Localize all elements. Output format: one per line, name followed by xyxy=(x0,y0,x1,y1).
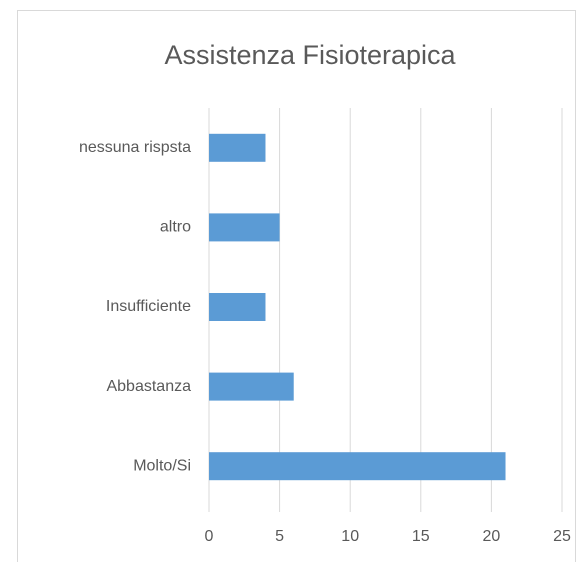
y-tick-label: nessuna rispsta xyxy=(79,139,191,156)
x-tick-label: 20 xyxy=(483,528,501,545)
bar xyxy=(209,133,266,162)
x-tick-label: 25 xyxy=(553,528,571,545)
x-tick-label: 0 xyxy=(205,528,214,545)
chart-border xyxy=(17,10,576,562)
y-tick-label: altro xyxy=(160,219,191,236)
bar xyxy=(209,293,266,321)
y-tick-label: Abbastanza xyxy=(106,378,191,395)
y-tick-label: Molto/Si xyxy=(133,457,191,474)
x-tick-label: 5 xyxy=(275,528,284,545)
chart-title: Assistenza Fisioterapica xyxy=(164,40,456,70)
x-tick-label: 10 xyxy=(341,528,359,545)
bar xyxy=(209,372,294,401)
x-tick-label: 15 xyxy=(412,528,430,545)
bar xyxy=(209,213,280,242)
bar xyxy=(209,452,506,481)
y-tick-label: Insufficiente xyxy=(106,298,191,315)
